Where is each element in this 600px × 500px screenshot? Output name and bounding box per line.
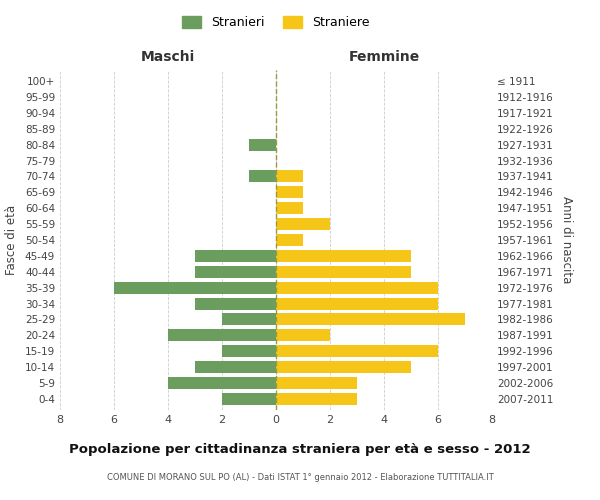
Bar	[222, 393, 276, 405]
Text: Popolazione per cittadinanza straniera per età e sesso - 2012: Popolazione per cittadinanza straniera p…	[69, 442, 531, 456]
Bar	[168, 377, 276, 389]
Bar	[276, 234, 303, 246]
Bar	[276, 218, 330, 230]
Bar	[276, 393, 357, 405]
Text: Femmine: Femmine	[349, 50, 419, 64]
Bar	[276, 282, 438, 294]
Text: COMUNE DI MORANO SUL PO (AL) - Dati ISTAT 1° gennaio 2012 - Elaborazione TUTTITA: COMUNE DI MORANO SUL PO (AL) - Dati ISTA…	[107, 472, 493, 482]
Bar	[222, 346, 276, 357]
Bar	[249, 170, 276, 182]
Legend: Stranieri, Straniere: Stranieri, Straniere	[178, 11, 374, 34]
Bar	[222, 314, 276, 326]
Bar	[276, 346, 438, 357]
Bar	[276, 330, 330, 342]
Bar	[276, 298, 438, 310]
Bar	[276, 202, 303, 214]
Bar	[276, 186, 303, 198]
Bar	[276, 250, 411, 262]
Bar	[276, 361, 411, 373]
Bar	[114, 282, 276, 294]
Bar	[249, 138, 276, 150]
Y-axis label: Anni di nascita: Anni di nascita	[560, 196, 573, 284]
Y-axis label: Fasce di età: Fasce di età	[5, 205, 18, 275]
Bar	[195, 250, 276, 262]
Bar	[276, 266, 411, 278]
Bar	[195, 266, 276, 278]
Bar	[195, 361, 276, 373]
Bar	[168, 330, 276, 342]
Text: Maschi: Maschi	[141, 50, 195, 64]
Bar	[276, 377, 357, 389]
Bar	[195, 298, 276, 310]
Bar	[276, 170, 303, 182]
Bar	[276, 314, 465, 326]
